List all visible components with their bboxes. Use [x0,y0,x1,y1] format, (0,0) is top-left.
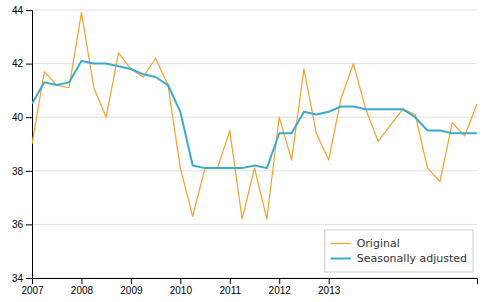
plot: 2007 2008 2009 2010 2011 2012 2013 34 36 38 40 42 44… [12,5,478,296]
tick-mark [26,10,32,11]
tick-mark [26,64,32,65]
tick-label: 2007 [21,285,44,296]
lines [32,13,477,219]
series-line [32,13,477,219]
legend-label: Seasonally adjusted [357,252,467,265]
y-axis: 34 36 38 40 42 44 [12,5,33,284]
chart: 2007 2008 2009 2010 2011 2012 2013 34 36 38 40 42 44… [0,0,491,302]
tick: 2011 [220,278,242,296]
tick: 2009 [120,278,143,296]
tick: 44 [12,5,32,16]
tick-label: 2011 [220,285,242,296]
tick: 2013 [318,278,341,296]
tick: 38 [12,166,32,177]
tick: 2012 [269,278,292,296]
tick-mark [230,278,231,284]
tick-label: 2012 [269,285,292,296]
tick-mark [131,278,132,284]
tick-mark [26,117,32,118]
tick-label: 38 [12,166,24,177]
tick: 2010 [170,278,193,296]
grid [32,10,477,278]
grid-line [32,117,477,118]
x-axis: 2007 2008 2009 2010 2011 2012 2013 [21,278,477,296]
tick: 34 [12,273,32,284]
tick: 2007 [21,278,44,296]
grid-line [32,224,477,225]
tick-mark [180,278,181,284]
tick-mark [81,278,82,284]
tick: 36 [12,219,32,230]
tick: 2008 [71,278,94,296]
tick-label: 44 [12,5,24,16]
tick-mark [279,278,280,284]
tick-mark [26,171,32,172]
legend-swatch [331,243,351,244]
tick-label: 2008 [71,285,94,296]
tick-mark [26,224,32,225]
legend-label: Original [357,237,400,250]
tick: 40 [12,112,32,123]
tick-label: 2013 [318,285,341,296]
tick-label: 2010 [170,285,193,296]
tick-mark [26,278,32,279]
tick-mark [329,278,330,284]
axis-line [26,11,33,279]
tick-label: 42 [12,58,24,69]
series-line [32,61,477,168]
grid-line [32,10,477,11]
tick-label: 40 [12,112,24,123]
legend: Original Seasonally adjusted [325,230,473,272]
tick: 42 [12,58,32,69]
tick-label: 34 [12,273,24,284]
legend-swatch [331,258,351,260]
legend-box [325,230,473,272]
axis-line [33,279,478,285]
tick-label: 36 [12,219,24,230]
tick-label: 2009 [120,285,143,296]
